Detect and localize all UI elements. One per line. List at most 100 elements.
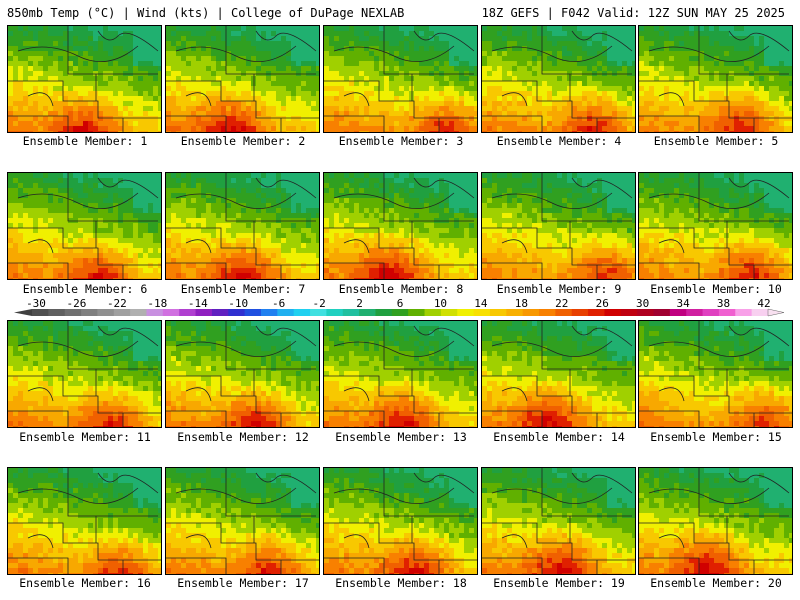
ensemble-member-label: Ensemble Member: 15: [650, 430, 782, 444]
colorbar-swatch: [424, 309, 442, 316]
temperature-colorbar: -30 -26 -22 -18 -14 -10 -6 -2 2 6 10 14 18 22 26 30 34 38…: [14, 297, 785, 317]
ensemble-map-panel: [481, 467, 636, 575]
colorbar-swatch: [555, 309, 573, 316]
colorbar-tick-label: 18: [515, 297, 528, 310]
temperature-field: [482, 26, 635, 132]
colorbar-swatch: [359, 309, 376, 316]
colorbar-swatch: [228, 309, 246, 316]
colorbar-swatch: [620, 309, 638, 316]
ensemble-map-panel: [323, 320, 478, 428]
colorbar-tick-label: 2: [356, 297, 363, 310]
ensemble-member-label: Ensemble Member: 8: [338, 282, 464, 296]
ensemble-map-panel: [7, 467, 162, 575]
colorbar-tick-label: -30: [26, 297, 46, 310]
colorbar-tick-label: -10: [228, 297, 248, 310]
temperature-field: [8, 321, 161, 427]
colorbar-swatch: [506, 309, 524, 316]
colorbar-tick-label: -26: [67, 297, 87, 310]
colorbar-swatch: [211, 309, 229, 316]
ensemble-map-panel: [165, 320, 320, 428]
colorbar-tick-label: 6: [397, 297, 404, 310]
temperature-field: [482, 321, 635, 427]
ensemble-member-label: Ensemble Member: 20: [650, 576, 782, 590]
colorbar-swatch: [277, 309, 295, 316]
colorbar-swatch: [751, 309, 769, 316]
temperature-field: [8, 26, 161, 132]
colorbar-swatch: [571, 309, 589, 316]
colorbar-swatch: [179, 309, 197, 316]
temperature-field: [166, 26, 319, 132]
colorbar-swatch: [588, 309, 605, 316]
colorbar-swatch: [326, 309, 344, 316]
temperature-field: [166, 321, 319, 427]
colorbar-tick-label: 34: [676, 297, 690, 310]
ensemble-member-label: Ensemble Member: 18: [335, 576, 467, 590]
ensemble-member-label: Ensemble Member: 5: [653, 134, 779, 148]
ensemble-member-label: Ensemble Member: 13: [335, 430, 467, 444]
colorbar-swatch: [310, 309, 327, 316]
colorbar-swatch: [522, 309, 540, 316]
colorbar-tick-label: 42: [757, 297, 770, 310]
ensemble-member-label: Ensemble Member: 9: [496, 282, 622, 296]
ensemble-map-panel: [323, 467, 478, 575]
colorbar-swatch: [342, 309, 360, 316]
ensemble-member-label: Ensemble Member: 17: [177, 576, 309, 590]
colorbar-swatch: [669, 309, 687, 316]
ensemble-map-panel: [165, 467, 320, 575]
temperature-field: [8, 173, 161, 279]
colorbar-swatch: [440, 309, 458, 316]
ensemble-member-label: Ensemble Member: 1: [22, 134, 148, 148]
ensemble-map-panel: [638, 25, 793, 133]
ensemble-map-panel: [7, 172, 162, 280]
ensemble-member-label: Ensemble Member: 14: [493, 430, 625, 444]
colorbar-swatch: [473, 309, 491, 316]
colorbar-swatch: [637, 309, 655, 316]
temperature-field: [166, 468, 319, 574]
colorbar-swatch: [64, 309, 82, 316]
temperature-field: [482, 468, 635, 574]
ensemble-member-label: Ensemble Member: 16: [19, 576, 151, 590]
temperature-field: [639, 468, 792, 574]
colorbar-swatch: [735, 309, 753, 316]
colorbar-swatch: [130, 309, 147, 316]
ensemble-map-panel: [481, 25, 636, 133]
temperature-field: [166, 173, 319, 279]
colorbar-tick-label: 10: [434, 297, 447, 310]
ensemble-map-panel: [7, 25, 162, 133]
ensemble-member-label: Ensemble Member: 3: [338, 134, 464, 148]
colorbar-tick-label: 38: [717, 297, 730, 310]
ensemble-member-label: Ensemble Member: 4: [496, 134, 622, 148]
temperature-field: [324, 26, 477, 132]
colorbar-swatch: [408, 309, 426, 316]
colorbar-swatch: [81, 309, 98, 316]
colorbar-swatch: [146, 309, 164, 316]
colorbar-swatch: [293, 309, 311, 316]
ensemble-member-label: Ensemble Member: 10: [650, 282, 782, 296]
temperature-field: [639, 26, 792, 132]
ensemble-member-label: Ensemble Member: 7: [180, 282, 306, 296]
colorbar-swatch: [244, 309, 262, 316]
colorbar-swatch: [375, 309, 393, 316]
temperature-field: [639, 173, 792, 279]
ensemble-map-panel: [638, 467, 793, 575]
colorbar-tick-label: 30: [636, 297, 649, 310]
colorbar-tick-label: 26: [596, 297, 609, 310]
colorbar-tick-label: 14: [474, 297, 488, 310]
colorbar-swatch: [260, 309, 278, 316]
colorbar-swatch: [48, 309, 66, 316]
colorbar-min-arrow: [14, 309, 32, 316]
colorbar-max-arrow: [767, 308, 785, 317]
ensemble-map-panel: [481, 320, 636, 428]
temperature-field: [639, 321, 792, 427]
colorbar-swatch: [702, 309, 720, 316]
ensemble-map-panel: [7, 320, 162, 428]
ensemble-map-panel: [638, 172, 793, 280]
colorbar-tick-label: -18: [147, 297, 167, 310]
colorbar-swatch: [539, 309, 556, 316]
map-title: 850mb Temp (°C) | Wind (kts) | College o…: [7, 6, 405, 20]
colorbar-swatch: [457, 309, 475, 316]
colorbar-tick-label: 22: [555, 297, 568, 310]
ensemble-map-panel: [165, 172, 320, 280]
colorbar-swatch: [718, 309, 736, 316]
valid-time: 18Z GEFS | F042 Valid: 12Z SUN MAY 25 20…: [481, 6, 785, 20]
